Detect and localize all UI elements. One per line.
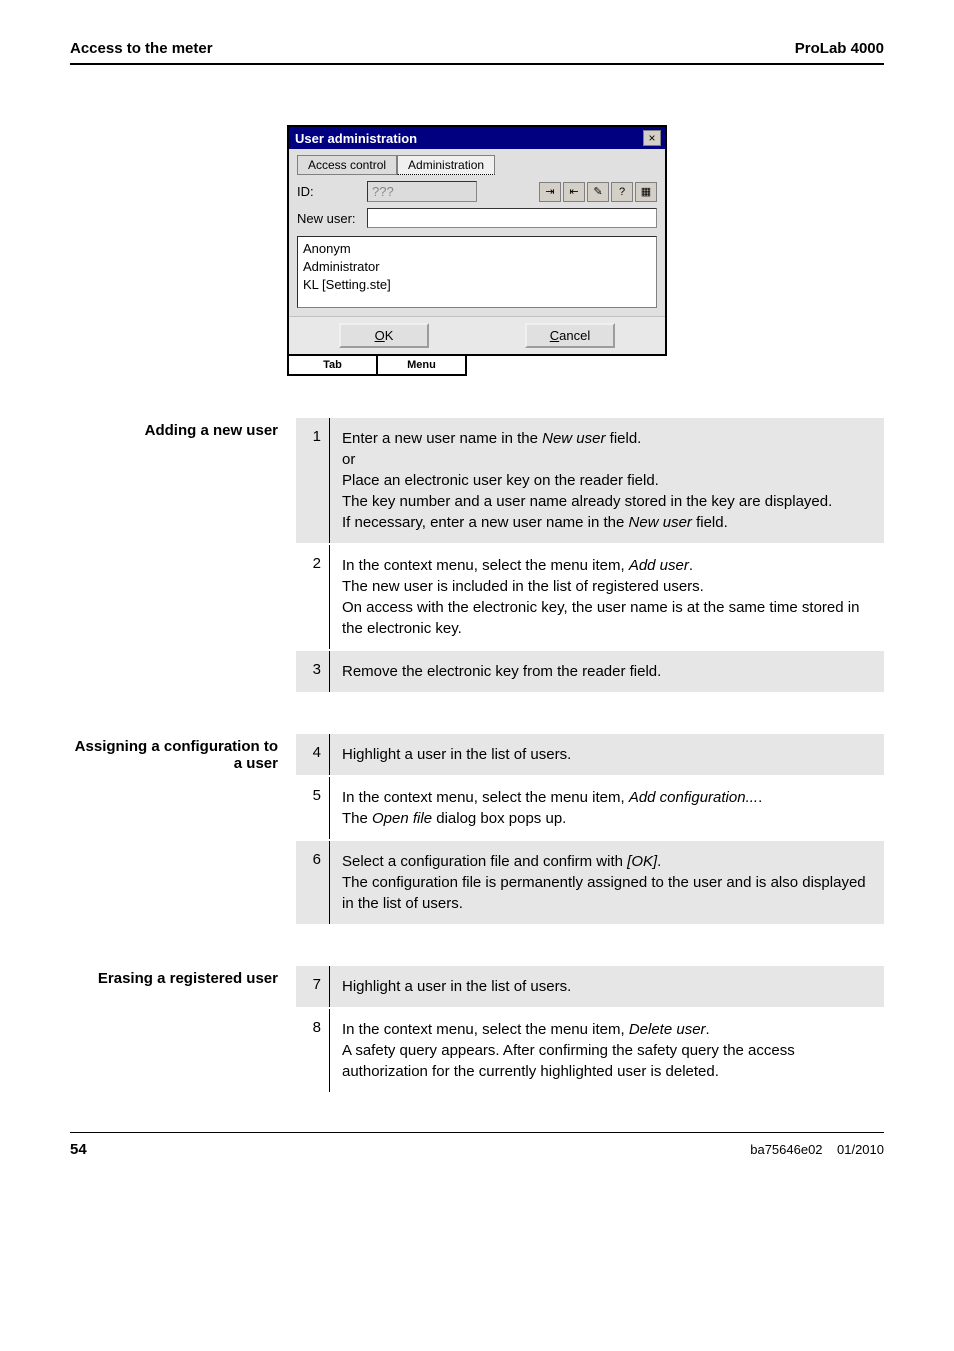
steps-assign: 4 Highlight a user in the list of users.…	[296, 732, 884, 924]
step-num: 2	[296, 545, 330, 649]
newuser-label: New user:	[297, 211, 361, 226]
ok-button[interactable]: OK	[339, 323, 429, 348]
step-num: 3	[296, 651, 330, 692]
toolbar-btn-5[interactable]: ▦	[635, 182, 657, 202]
step-text: In the context menu, select the menu ite…	[330, 1009, 884, 1092]
user-listbox[interactable]: Anonym Administrator KL [Setting.ste]	[297, 236, 657, 308]
step-text: Highlight a user in the list of users.	[330, 734, 884, 775]
step-text: Remove the electronic key from the reade…	[330, 651, 884, 692]
step-text: Select a configuration file and confirm …	[330, 841, 884, 924]
dialog-titlebar: User administration ×	[289, 127, 665, 149]
menu-key-label: Menu	[378, 356, 465, 374]
dialog-title: User administration	[295, 131, 417, 146]
close-icon[interactable]: ×	[643, 130, 661, 146]
step-num: 6	[296, 841, 330, 924]
toolbar-btn-4[interactable]: ?	[611, 182, 633, 202]
tab-administration[interactable]: Administration	[397, 155, 495, 175]
step-text: In the context menu, select the menu ite…	[330, 545, 884, 649]
section-label-assign: Assigning a configuration to a user	[70, 732, 296, 924]
step-text: Enter a new user name in the New user fi…	[330, 418, 884, 543]
step-num: 4	[296, 734, 330, 775]
newuser-input[interactable]	[367, 208, 657, 228]
tab-key-label: Tab	[289, 356, 378, 374]
list-item[interactable]: Administrator	[303, 258, 651, 276]
toolbar-btn-2[interactable]: ⇤	[563, 182, 585, 202]
step-num: 5	[296, 777, 330, 839]
step-text: Highlight a user in the list of users.	[330, 966, 884, 1007]
section-label-add: Adding a new user	[70, 416, 296, 692]
dialog-toolbar: ⇥ ⇤ ✎ ? ▦	[539, 182, 657, 202]
steps-add: 1 Enter a new user name in the New user …	[296, 416, 884, 692]
list-item[interactable]: Anonym	[303, 240, 651, 258]
steps-erase: 7 Highlight a user in the list of users.…	[296, 964, 884, 1092]
toolbar-btn-1[interactable]: ⇥	[539, 182, 561, 202]
step-num: 7	[296, 966, 330, 1007]
id-field: ???	[367, 181, 477, 202]
list-item[interactable]: KL [Setting.ste]	[303, 276, 651, 294]
step-num: 8	[296, 1009, 330, 1092]
step-num: 1	[296, 418, 330, 543]
footer-right: ba75646e02 01/2010	[750, 1142, 884, 1157]
step-text: In the context menu, select the menu ite…	[330, 777, 884, 839]
tab-menu-strip: Tab Menu	[287, 356, 467, 376]
page-number: 54	[70, 1141, 87, 1158]
tab-access-control[interactable]: Access control	[297, 155, 397, 175]
header-left: Access to the meter	[70, 40, 213, 57]
user-admin-dialog: User administration × Access control Adm…	[287, 125, 667, 356]
section-label-erase: Erasing a registered user	[70, 964, 296, 1092]
header-right: ProLab 4000	[795, 40, 884, 57]
toolbar-btn-3[interactable]: ✎	[587, 182, 609, 202]
cancel-button[interactable]: Cancel	[525, 323, 615, 348]
id-label: ID:	[297, 184, 361, 199]
